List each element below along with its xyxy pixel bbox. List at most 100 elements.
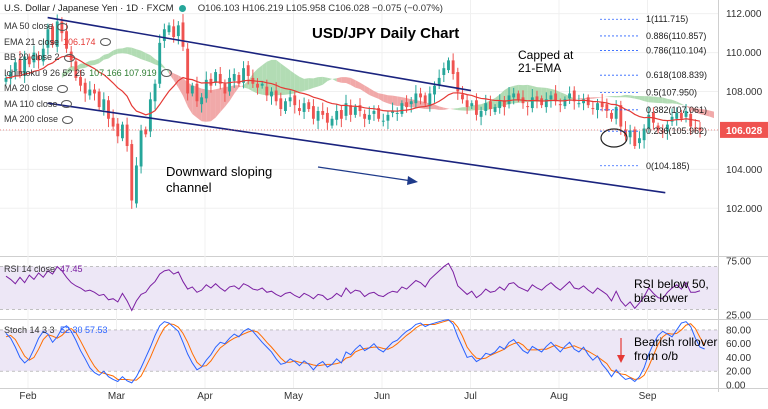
x-tick-label: Sep: [639, 391, 657, 402]
candle-body: [284, 101, 287, 111]
cloud-segment: [294, 73, 300, 94]
cloud-segment: [644, 96, 649, 103]
candle-body: [437, 77, 441, 85]
legend-item[interactable]: BB 20 close 2: [4, 52, 75, 62]
candle-body: [228, 77, 232, 92]
candle-body: [381, 120, 385, 122]
candle-body: [633, 129, 637, 147]
candle-body: [13, 62, 17, 72]
eye-icon[interactable]: [62, 115, 74, 124]
eye-icon[interactable]: [99, 38, 111, 47]
annotation-text: Capped at: [518, 48, 574, 62]
candle-body: [367, 114, 371, 120]
candle-body: [37, 55, 41, 61]
candle-body: [470, 103, 474, 107]
candle-body: [195, 83, 199, 102]
legend-item[interactable]: EMA 21 close 106.174: [4, 37, 111, 47]
legend-label: MA 20 close: [4, 83, 54, 93]
cloud-segment: [373, 90, 379, 99]
cloud-segment: [709, 110, 714, 119]
cloud-segment: [80, 62, 86, 69]
x-tick-label: Jun: [374, 391, 390, 402]
cloud-segment: [658, 97, 663, 104]
candle-body: [409, 101, 413, 105]
legend-item[interactable]: MA 50 close: [4, 21, 69, 31]
eye-icon[interactable]: [61, 100, 73, 109]
cloud-segment: [662, 97, 668, 104]
eye-icon[interactable]: [57, 84, 69, 93]
eye-icon[interactable]: [57, 22, 69, 31]
candle-body: [689, 113, 693, 127]
fib-level-label: 0.382(107.061): [646, 105, 707, 115]
rsi-line: [5, 262, 701, 312]
candle-body: [498, 101, 502, 109]
candle-body: [144, 129, 148, 135]
x-tick-label: Jul: [464, 391, 477, 402]
candle-body: [419, 93, 422, 98]
annotation-text: Downward sloping: [166, 164, 272, 179]
last-price-badge: [720, 121, 768, 138]
candle-body: [293, 95, 297, 106]
candle-body: [447, 60, 450, 71]
cloud-segment: [276, 59, 281, 96]
cloud-segment: [141, 50, 146, 61]
cloud-segment: [364, 85, 370, 95]
cloud-segment: [304, 78, 309, 91]
candle-body: [656, 125, 660, 131]
legend-item[interactable]: MA 110 close: [4, 99, 73, 109]
cloud-segment: [173, 73, 179, 88]
candle-body: [74, 61, 78, 78]
candle-body: [4, 77, 8, 82]
candle-body: [456, 72, 460, 92]
candle-body: [642, 128, 646, 141]
fib-level-label: 1(111.715): [646, 14, 688, 24]
cloud-segment: [639, 95, 645, 102]
candle-body: [614, 107, 618, 119]
cloud-segment: [676, 101, 682, 105]
cloud-segment: [369, 88, 374, 97]
candle-body: [372, 110, 376, 114]
candle-body: [339, 110, 343, 119]
candle-body: [428, 93, 432, 107]
candle-body: [549, 95, 553, 100]
cloud-segment: [616, 95, 621, 98]
stoch-annotation: Bearish rollover: [634, 335, 717, 349]
rsi-annotation: bias lower: [634, 291, 688, 305]
eye-icon[interactable]: [63, 53, 75, 62]
candle-body: [325, 112, 329, 123]
candle-body: [474, 100, 478, 115]
eye-icon[interactable]: [160, 69, 172, 78]
stoch-d-line: [5, 319, 706, 381]
candle-body: [88, 89, 92, 96]
cloud-segment: [117, 48, 123, 54]
candle-body: [661, 131, 665, 133]
stoch-y-tick-label: 20.00: [726, 367, 751, 378]
candle-body: [288, 97, 292, 102]
legend-item[interactable]: MA 20 close: [4, 83, 69, 93]
candle-body: [274, 90, 278, 102]
candle-body: [218, 74, 222, 84]
candle-body: [568, 93, 572, 99]
candle-body: [335, 110, 339, 120]
legend-item[interactable]: MA 200 close: [4, 114, 74, 124]
trend-arrow-head: [407, 176, 418, 185]
candle-body: [540, 98, 544, 106]
candle-body: [242, 68, 245, 83]
candle-body: [619, 105, 623, 127]
cloud-segment: [66, 65, 72, 75]
candle-body: [558, 104, 562, 106]
legend-item[interactable]: Ichimoku 9 26 52 26 107.166 107.919: [4, 68, 172, 78]
x-tick-label: Mar: [108, 391, 126, 402]
candle-body: [507, 95, 511, 105]
trend-arrow: [317, 166, 413, 182]
candle-body: [200, 97, 204, 105]
candle-body: [684, 110, 688, 117]
cloud-segment: [625, 94, 631, 98]
cloud-segment: [327, 77, 333, 82]
fib-level-label: 0.886(110.857): [646, 31, 706, 41]
cloud-segment: [564, 94, 570, 101]
candle-body: [102, 99, 106, 111]
cloud-segment: [280, 63, 286, 96]
candle-body: [386, 114, 390, 121]
